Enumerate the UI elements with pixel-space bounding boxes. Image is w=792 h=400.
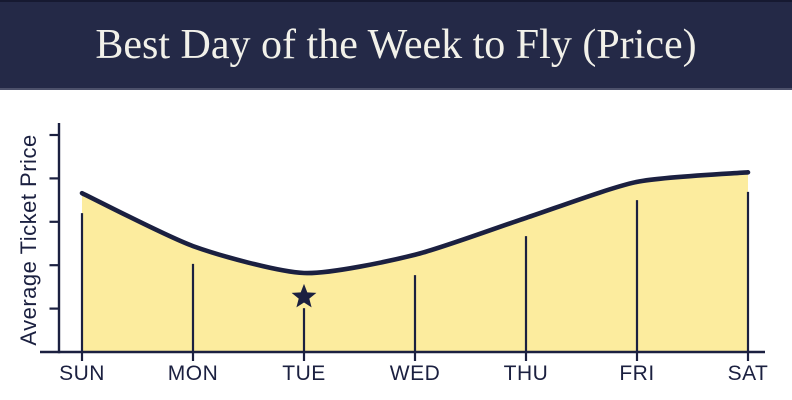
- title-banner: Best Day of the Week to Fly (Price): [0, 0, 792, 90]
- x-label-sat: SAT: [728, 362, 769, 385]
- y-axis-label: Average Ticket Price: [16, 134, 41, 345]
- area-fill: [82, 172, 748, 352]
- x-label-wed: WED: [390, 362, 441, 385]
- x-label-fri: FRI: [619, 362, 654, 385]
- best-day-star-icon: [291, 283, 317, 308]
- chart-title: Best Day of the Week to Fly (Price): [95, 22, 697, 68]
- price-line: [79, 170, 751, 276]
- x-label-thu: THU: [504, 362, 549, 385]
- x-label-mon: MON: [168, 362, 219, 385]
- x-label-sun: SUN: [59, 362, 105, 385]
- x-label-tue: TUE: [282, 362, 326, 385]
